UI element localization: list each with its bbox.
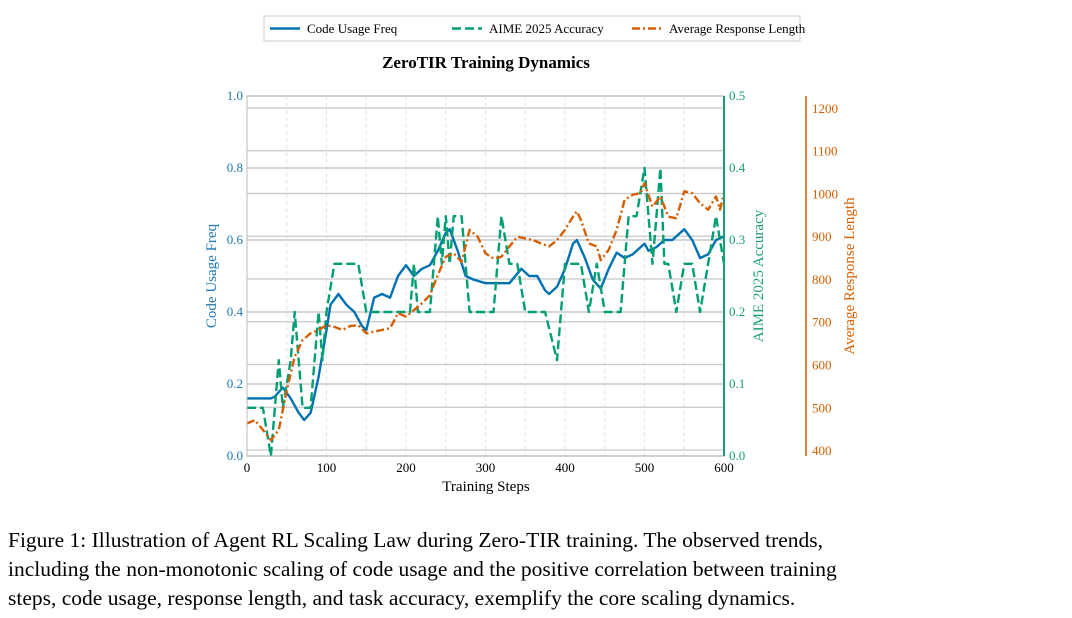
x-tick-label: 600 [714, 460, 734, 475]
left-tick-label: 0.6 [227, 232, 244, 247]
outer-right-tick-label: 600 [812, 358, 832, 373]
right-tick-label: 0.4 [729, 160, 746, 175]
series-line-average-response-length [246, 181, 726, 442]
right-tick-label: 0.1 [729, 376, 745, 391]
right-tick-label: 0.5 [729, 88, 745, 103]
left-tick-label: 1.0 [227, 88, 243, 103]
left-tick-label: 0.8 [227, 160, 243, 175]
x-tick-label: 400 [555, 460, 575, 475]
outer-right-axis-label: Average Response Length [842, 197, 858, 355]
series-group [246, 166, 726, 458]
chart-title: ZeroTIR Training Dynamics [382, 53, 590, 72]
outer-right-tick-label: 500 [812, 400, 832, 415]
right-tick-label: 0.2 [729, 304, 745, 319]
caption-line: steps, code usage, response length, and … [8, 586, 796, 610]
plot-frame [246, 95, 725, 457]
outer-right-tick-label: 700 [812, 315, 832, 330]
left-tick-label: 0.0 [227, 448, 243, 463]
right-tick-label: 0.0 [729, 448, 745, 463]
outer-right-tick-label: 1200 [812, 101, 838, 116]
caption-line: including the non-monotonic scaling of c… [8, 557, 837, 581]
legend-label: AIME 2025 Accuracy [489, 21, 604, 36]
series-line-code-usage-freq [247, 227, 725, 422]
outer-right-tick-label: 400 [812, 443, 832, 458]
x-tick-label: 300 [476, 460, 496, 475]
x-axis-label: Training Steps [442, 479, 530, 495]
figure-caption: Figure 1: Illustration of Agent RL Scali… [8, 526, 1068, 613]
left-tick-label: 0.2 [227, 376, 243, 391]
outer-right-tick-label: 800 [812, 272, 832, 287]
outer-right-tick-label: 1000 [812, 186, 838, 201]
legend: Code Usage Freq AIME 2025 Accuracy Average… [263, 15, 806, 42]
right-tick-label: 0.3 [729, 232, 745, 247]
x-tick-label: 500 [635, 460, 655, 475]
figure-chart: Code Usage Freq AIME 2025 Accuracy Average… [204, 15, 858, 495]
grid [246, 95, 725, 457]
axes: 0 100 200 300 400 500 6000.00.20.40.60.81.00.0… [227, 88, 838, 475]
right-axis-label: AIME 2025 Accuracy [751, 209, 767, 342]
x-tick-label: 200 [396, 460, 416, 475]
left-tick-label: 0.4 [227, 304, 244, 319]
legend-box [263, 15, 801, 42]
series-line-aime-2025-accuracy [247, 166, 726, 458]
legend-label: Average Response Length [669, 21, 806, 36]
x-tick-label: 100 [317, 460, 337, 475]
x-tick-label: 0 [244, 460, 251, 475]
legend-label: Code Usage Freq [307, 21, 398, 36]
outer-right-tick-label: 900 [812, 229, 832, 244]
outer-right-tick-label: 1100 [812, 144, 838, 159]
left-axis-label: Code Usage Freq [204, 223, 220, 328]
caption-line: Figure 1: Illustration of Agent RL Scali… [8, 528, 824, 552]
